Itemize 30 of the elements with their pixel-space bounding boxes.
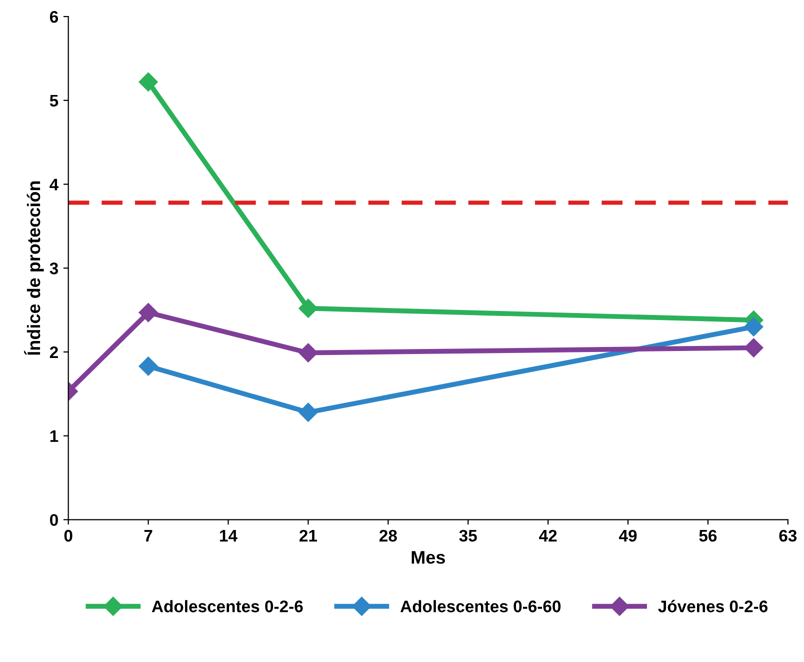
y-tick-label: 0 (50, 514, 58, 526)
y-axis-title: Índice de protección (24, 181, 44, 355)
x-tick-label: 35 (459, 530, 477, 542)
x-tick-label: 63 (779, 530, 797, 542)
legend-label: Jóvenes 0-2-6 (658, 600, 768, 612)
point (138, 303, 158, 322)
point (298, 298, 318, 318)
point (298, 402, 318, 422)
x-tick-label: 49 (619, 530, 637, 542)
legend-label: Adolescentes 0-2-6 (152, 600, 303, 612)
legend-label: Adolescentes 0-6-60 (400, 600, 561, 612)
x-tick-label: 21 (300, 530, 318, 542)
x-tick-label: 42 (539, 530, 557, 542)
point (138, 356, 158, 376)
point (138, 72, 158, 92)
x-tick-label: 14 (220, 530, 238, 542)
point (744, 317, 764, 336)
point (744, 338, 764, 358)
y-tick-label: 1 (50, 430, 58, 442)
y-tick-label: 6 (50, 10, 58, 23)
y-tick-label: 5 (50, 94, 58, 107)
x-axis-title: Mes (412, 551, 445, 564)
x-tick-label: 0 (64, 530, 72, 542)
x-tick-label: 28 (379, 530, 397, 542)
y-tick-label: 4 (50, 178, 59, 190)
x-tick-label: 7 (144, 530, 152, 542)
point (298, 343, 318, 362)
x-tick-label: 56 (699, 530, 717, 542)
y-tick-label: 3 (50, 262, 58, 274)
y-tick-label: 2 (50, 346, 58, 358)
